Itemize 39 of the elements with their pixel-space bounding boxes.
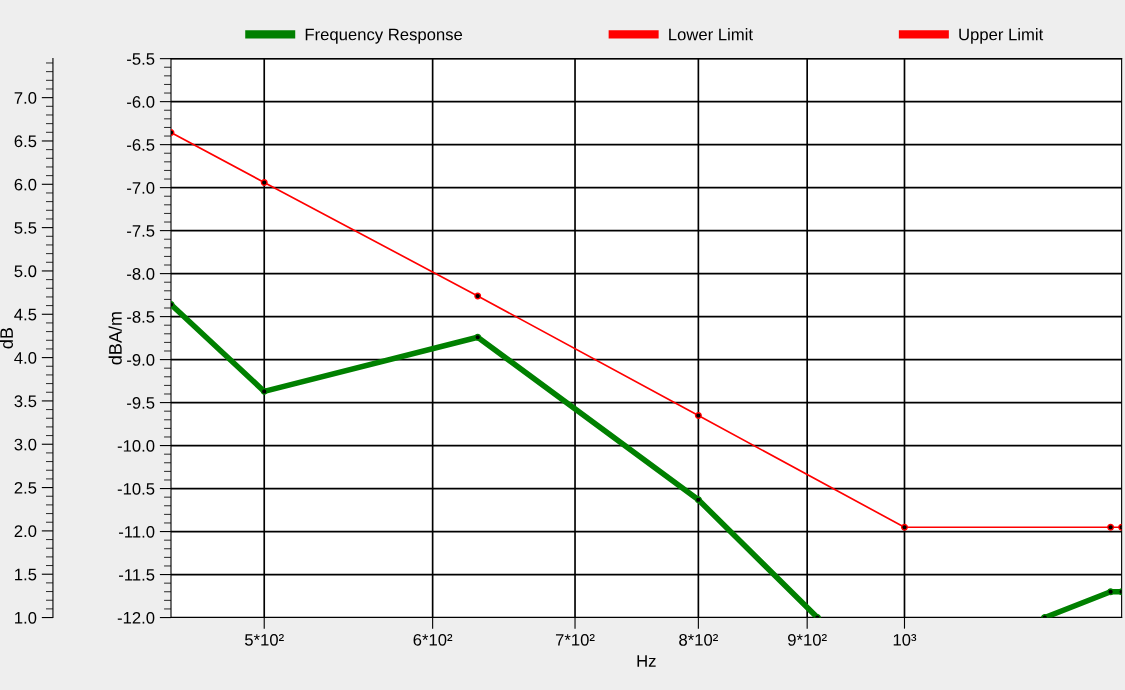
y2-tick-label: 7.0: [14, 92, 37, 104]
y-tick-label: -7.5: [127, 225, 155, 237]
y2-tick-label: 5.0: [14, 265, 37, 278]
x-axis-title: Hz: [637, 655, 656, 667]
y-tick-label: -11.5: [119, 569, 155, 581]
y2-tick-label: 4.5: [14, 308, 37, 321]
x-tick-label: 10³: [893, 633, 917, 646]
y2-tick-label: 5.5: [14, 222, 37, 234]
y2-axis-title: dB: [0, 328, 14, 349]
y-tick-label: -7.0: [127, 182, 155, 194]
y-tick-label: -11.0: [119, 525, 155, 538]
y2-tick-label: 1.0: [15, 611, 37, 624]
y2-tick-label: 6.5: [14, 135, 37, 148]
y-tick-label: -6.5: [127, 139, 155, 151]
y2-tick-label: 2.0: [14, 525, 37, 538]
y2-tick-label: 3.0: [14, 438, 37, 451]
y-axis-title: dBA/m: [108, 312, 122, 365]
legend-label: Upper Limit: [959, 28, 1044, 44]
x-tick-label: 8*10²: [679, 633, 718, 646]
y-tick-label: -8.0: [127, 268, 155, 280]
y-tick-label: -6.0: [127, 96, 155, 108]
x-tick-label: 5*10²: [244, 633, 284, 646]
y-tick-label: -5.5: [127, 53, 155, 65]
x-tick-label: 7*10²: [555, 633, 595, 646]
legend-label: Lower Limit: [669, 28, 753, 41]
y2-tick-label: 4.0: [14, 352, 37, 364]
x-tick-label: 9*10²: [788, 633, 827, 646]
y2-tick-label: 2.5: [14, 481, 37, 494]
y2-tick-label: 6.0: [14, 178, 37, 191]
y-tick-label: -9.0: [127, 354, 155, 366]
y-tick-label: -10.5: [117, 482, 155, 495]
x-tick-label: 6*10²: [413, 633, 453, 646]
y-tick-label: -8.5: [127, 311, 155, 323]
legend-label: Frequency Response: [305, 28, 463, 44]
y-tick-label: -10.0: [117, 439, 155, 452]
y2-tick-label: 3.5: [14, 395, 37, 408]
y-tick-label: -9.5: [127, 396, 155, 409]
y-tick-label: -12.0: [117, 611, 155, 624]
y2-tick-label: 1.5: [15, 568, 37, 581]
